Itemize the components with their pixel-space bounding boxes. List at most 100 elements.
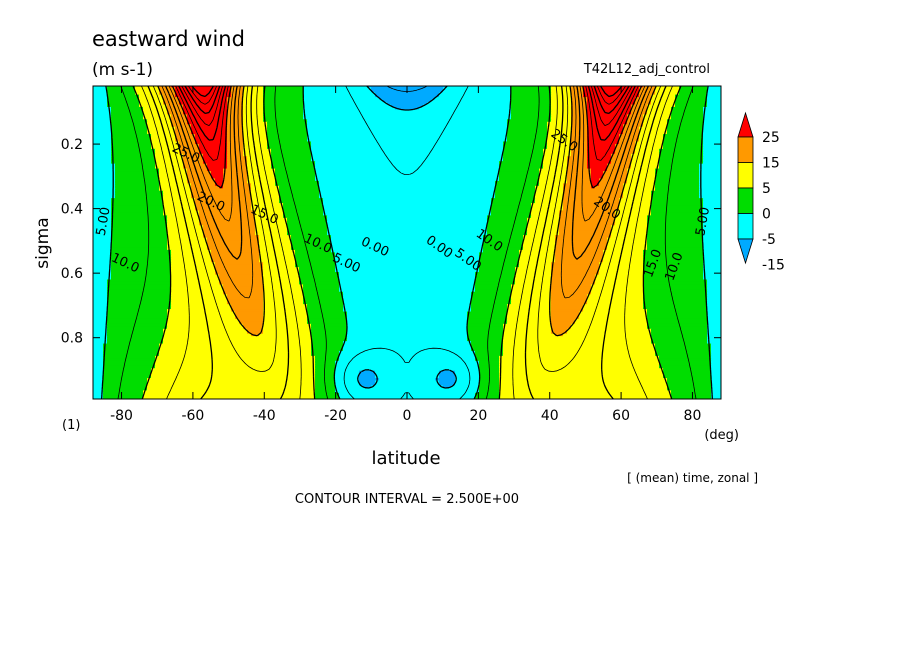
contour-band-cell	[311, 348, 344, 352]
contour-band-cell	[315, 373, 336, 377]
contour-band-cell	[551, 267, 600, 271]
contour-band-cell	[627, 168, 656, 172]
contour-band-cell	[539, 168, 568, 172]
contour-band-cell	[247, 156, 272, 160]
contour-band-cell	[283, 208, 324, 212]
contour-band-cell	[647, 244, 704, 249]
contour-band-cell	[227, 126, 244, 130]
y-axis: 0.20.40.60.8	[61, 137, 721, 347]
contour-band-cell	[215, 180, 224, 184]
contour-band-cell	[503, 146, 548, 150]
contour-band-cell	[559, 217, 616, 221]
contour-label: 5.00	[94, 206, 114, 237]
contour-band-cell	[93, 99, 108, 103]
contour-band-cell	[375, 380, 440, 384]
y-tick-label: 0.6	[61, 266, 83, 282]
x-axis-label: latitude	[371, 448, 440, 469]
contour-band-cell	[551, 111, 572, 115]
contour-band-cell	[107, 341, 164, 345]
contour-band-cell	[583, 309, 648, 313]
contour-band-cell	[93, 119, 112, 123]
contour-band-cell	[327, 222, 488, 226]
contour-band-cell	[499, 392, 672, 396]
contour-band-cell	[591, 183, 600, 187]
contour-band-cell	[171, 291, 224, 295]
contour-band-cell	[639, 129, 668, 133]
contour-band-cell	[311, 153, 504, 157]
contour-band-cell	[667, 126, 704, 130]
contour-band-cell	[603, 254, 644, 258]
contour-band-cell	[603, 249, 644, 253]
contour-band-cell	[93, 89, 108, 93]
contour-band-cell	[93, 212, 112, 216]
contour-band-cell	[703, 210, 721, 214]
contour-band-cell	[251, 190, 280, 194]
contour-band-cell	[227, 121, 244, 125]
contour-band-cell	[307, 136, 508, 140]
contour-band-cell	[663, 373, 712, 377]
contour-band-cell	[259, 244, 292, 249]
contour-band-cell	[191, 183, 216, 187]
contour-band-cell	[707, 284, 721, 288]
contour-band-cell	[319, 185, 496, 189]
contour-band-cell	[171, 281, 220, 285]
contour-band-cell	[203, 225, 256, 229]
contour-band-cell	[711, 370, 721, 374]
contour-band-cell	[703, 138, 721, 143]
contour-line	[386, 86, 428, 92]
contour-band-cell	[699, 166, 721, 170]
contour-band-cell	[103, 380, 148, 384]
contour-band-cell	[467, 328, 504, 332]
contour-band-cell	[139, 99, 164, 103]
contour-band-cell	[439, 373, 456, 377]
contour-band-cell	[315, 358, 340, 362]
contour-band-cell	[675, 97, 708, 101]
contour-band-cell	[347, 331, 468, 335]
contour-band-cell	[93, 311, 108, 315]
contour-band-cell	[167, 232, 204, 236]
contour-band-cell	[647, 106, 672, 111]
contour-band-cell	[587, 161, 612, 165]
contour-band-cell	[643, 274, 704, 278]
contour-band-cell	[93, 289, 108, 293]
contour-band-cell	[559, 215, 616, 219]
contour-band-cell	[307, 311, 348, 315]
contour-band-cell	[171, 249, 212, 253]
contour-band-cell	[243, 87, 264, 91]
contour-band-cell	[511, 104, 552, 108]
footnote: [ (mean) time, zonal ]	[627, 471, 758, 485]
contour-band-cell	[643, 116, 672, 120]
contour-band-cell	[319, 183, 496, 187]
contour-band-cell	[155, 148, 180, 152]
contour-band-cell	[93, 129, 112, 133]
contour-band-cell	[467, 326, 504, 330]
contour-band-cell	[651, 97, 676, 101]
contour-band-cell	[159, 183, 192, 187]
contour-band-cell	[147, 126, 176, 130]
contour-band-cell	[703, 141, 721, 145]
contour-band-cell	[607, 242, 648, 246]
contour-line	[100, 86, 714, 399]
contour-band-cell	[643, 262, 704, 266]
contour-band-cell	[659, 360, 712, 364]
y-tick-label: 0.4	[61, 202, 83, 218]
contour-band-cell	[93, 183, 116, 187]
contour-band-cell	[631, 153, 660, 157]
contour-band-cell	[651, 208, 704, 212]
contour-band-cell	[619, 198, 652, 202]
contour-band-cell	[275, 180, 320, 184]
contour-band-cell	[251, 203, 284, 207]
contour-band-cell	[303, 284, 340, 288]
contour-band-cell	[359, 380, 376, 384]
contour-band-cell	[299, 269, 336, 273]
contour-band-cell	[111, 225, 168, 229]
contour-band-cell	[93, 277, 112, 281]
contour-band-cell	[171, 267, 216, 271]
contour-band-cell	[623, 131, 640, 135]
contour-band-cell	[547, 134, 572, 138]
contour-band-cell	[171, 121, 188, 125]
contour-band-cell	[283, 210, 324, 214]
contour-band-cell	[93, 309, 108, 313]
contour-band-cell	[587, 148, 616, 152]
contour-band-cell	[571, 94, 584, 98]
